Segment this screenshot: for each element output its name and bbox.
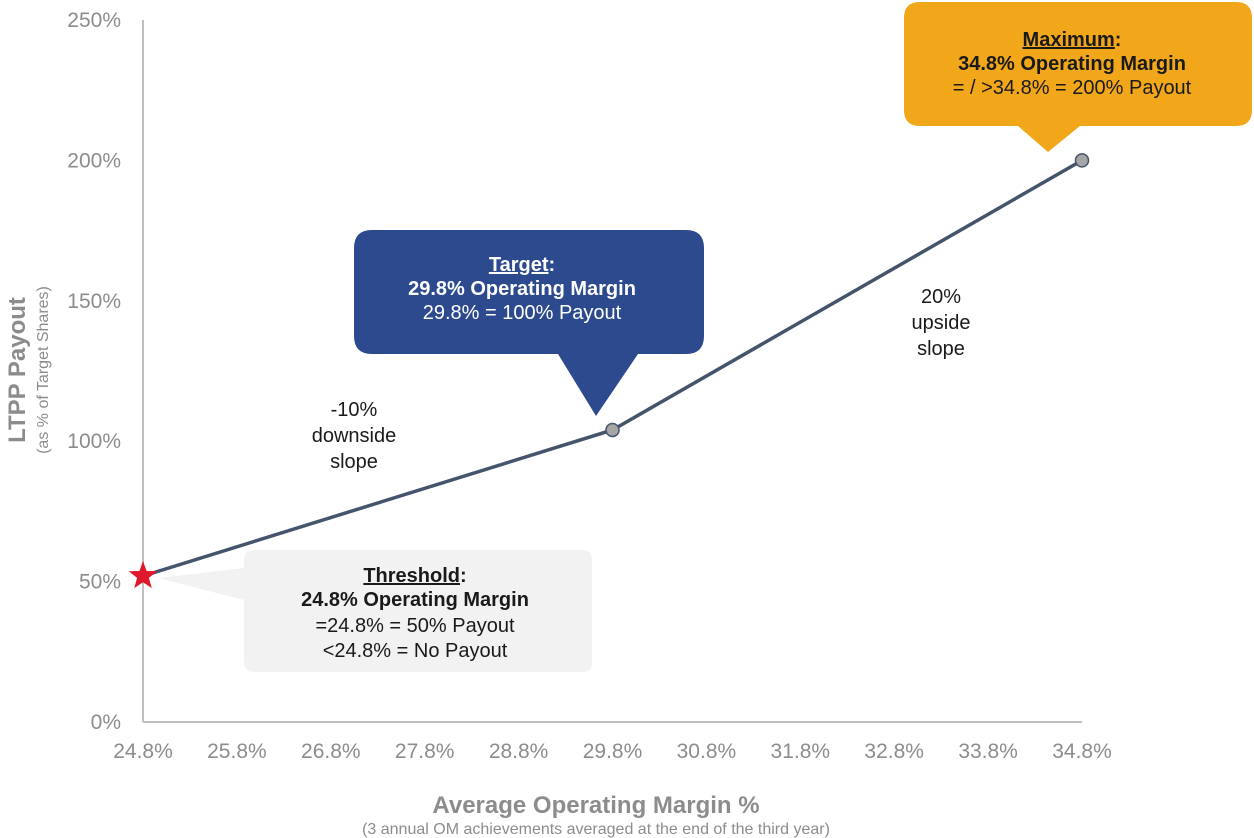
upside-slope-label-3: slope bbox=[917, 338, 965, 360]
y-axis-subtitle: (as % of Target Shares) bbox=[35, 286, 52, 454]
x-tick-label: 25.8% bbox=[207, 740, 267, 763]
maximum-line-2: = / >34.8% = 200% Payout bbox=[953, 77, 1192, 99]
target-line-2: 29.8% = 100% Payout bbox=[423, 302, 622, 324]
maximum-heading: Maximum: bbox=[1023, 29, 1122, 51]
threshold-callout: Threshold: 24.8% Operating Margin =24.8%… bbox=[158, 550, 592, 672]
downside-slope-label-1: -10% bbox=[331, 399, 378, 421]
maximum-callout: Maximum: 34.8% Operating Margin = / >34.… bbox=[904, 2, 1252, 152]
target-point bbox=[605, 422, 620, 438]
x-tick-label: 26.8% bbox=[301, 740, 361, 763]
x-tick-label: 24.8% bbox=[113, 740, 173, 763]
y-tick-label: 0% bbox=[91, 711, 121, 734]
x-tick-label: 27.8% bbox=[395, 740, 455, 763]
y-axis-title: LTPP Payout bbox=[4, 297, 31, 443]
x-axis-title: Average Operating Margin % bbox=[432, 792, 759, 819]
target-line-1: 29.8% Operating Margin bbox=[408, 278, 636, 300]
target-heading: Target: bbox=[489, 254, 555, 276]
threshold-heading: Threshold: bbox=[363, 565, 466, 587]
x-tick-label: 29.8% bbox=[583, 740, 643, 763]
downside-slope-label-3: slope bbox=[330, 451, 378, 473]
maximum-point bbox=[1074, 153, 1090, 168]
target-callout: Target: 29.8% Operating Margin 29.8% = 1… bbox=[354, 230, 704, 416]
downside-slope-label-2: downside bbox=[312, 425, 397, 447]
threshold-line-1: 24.8% Operating Margin bbox=[301, 589, 529, 611]
threshold-line-3: <24.8% = No Payout bbox=[323, 640, 508, 662]
x-tick-label: 32.8% bbox=[864, 740, 924, 763]
x-tick-labels: 24.8% 25.8% 26.8% 27.8% 28.8% 29.8% 30.8% 31.8%… bbox=[113, 740, 1112, 763]
maximum-line-1: 34.8% Operating Margin bbox=[958, 53, 1186, 75]
y-tick-label: 50% bbox=[79, 571, 121, 594]
x-tick-label: 31.8% bbox=[771, 740, 831, 763]
x-axis-subtitle: (3 annual OM achievements averaged at th… bbox=[362, 821, 830, 838]
x-tick-label: 28.8% bbox=[489, 740, 549, 763]
y-tick-label: 150% bbox=[67, 290, 121, 313]
y-tick-label: 100% bbox=[67, 430, 121, 453]
x-tick-label: 30.8% bbox=[677, 740, 737, 763]
upside-slope-label-1: 20% bbox=[921, 286, 961, 308]
x-tick-label: 33.8% bbox=[958, 740, 1018, 763]
upside-slope-label-2: upside bbox=[912, 312, 971, 334]
threshold-line-2: =24.8% = 50% Payout bbox=[315, 615, 514, 637]
y-tick-label: 200% bbox=[67, 149, 121, 172]
x-tick-label: 34.8% bbox=[1052, 740, 1112, 763]
y-tick-labels: 0% 50% 100% 150% 200% 250% bbox=[67, 9, 121, 734]
threshold-star-marker bbox=[128, 561, 158, 589]
y-tick-label: 250% bbox=[67, 9, 121, 32]
